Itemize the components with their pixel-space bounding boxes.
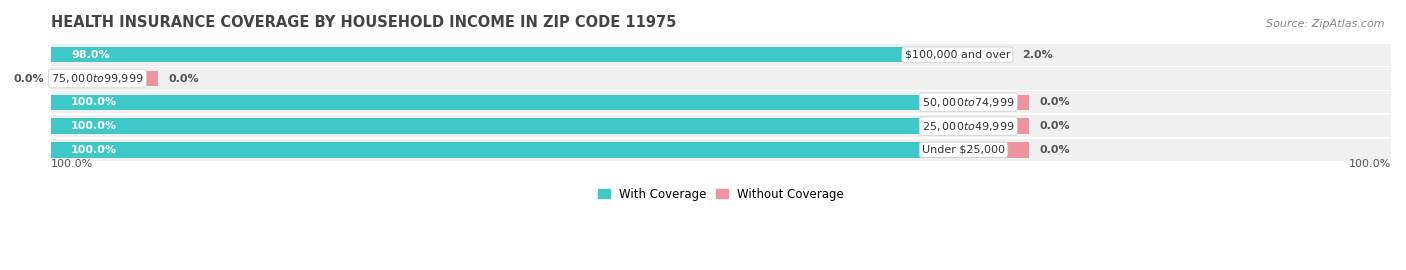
Bar [922,142,1029,158]
Bar [922,94,1029,110]
Text: 100.0%: 100.0% [72,121,117,131]
Bar [51,68,1391,90]
Bar [51,142,922,158]
Bar [51,71,159,86]
Bar [904,47,1012,62]
Text: 0.0%: 0.0% [1040,121,1070,131]
Text: Source: ZipAtlas.com: Source: ZipAtlas.com [1267,19,1385,29]
Bar [51,44,1391,66]
Text: 98.0%: 98.0% [72,50,110,60]
Bar [51,115,1391,137]
Text: 100.0%: 100.0% [72,97,117,107]
Bar [922,118,1029,134]
Text: 0.0%: 0.0% [169,73,200,83]
Text: 100.0%: 100.0% [72,145,117,155]
Text: $100,000 and over: $100,000 and over [904,50,1010,60]
Text: 100.0%: 100.0% [51,159,93,169]
Text: 0.0%: 0.0% [1040,145,1070,155]
Text: 0.0%: 0.0% [1040,97,1070,107]
Text: HEALTH INSURANCE COVERAGE BY HOUSEHOLD INCOME IN ZIP CODE 11975: HEALTH INSURANCE COVERAGE BY HOUSEHOLD I… [51,15,676,30]
Text: $25,000 to $49,999: $25,000 to $49,999 [922,120,1015,133]
Text: Under $25,000: Under $25,000 [922,145,1005,155]
Text: $75,000 to $99,999: $75,000 to $99,999 [51,72,143,85]
Bar [51,139,1391,161]
Bar [51,118,922,134]
Text: $50,000 to $74,999: $50,000 to $74,999 [922,96,1015,109]
Text: 0.0%: 0.0% [14,73,45,83]
Text: 2.0%: 2.0% [1022,50,1053,60]
Text: 100.0%: 100.0% [1348,159,1391,169]
Bar [51,94,922,110]
Legend: With Coverage, Without Coverage: With Coverage, Without Coverage [593,183,849,205]
Bar [51,47,904,62]
Bar [51,91,1391,113]
